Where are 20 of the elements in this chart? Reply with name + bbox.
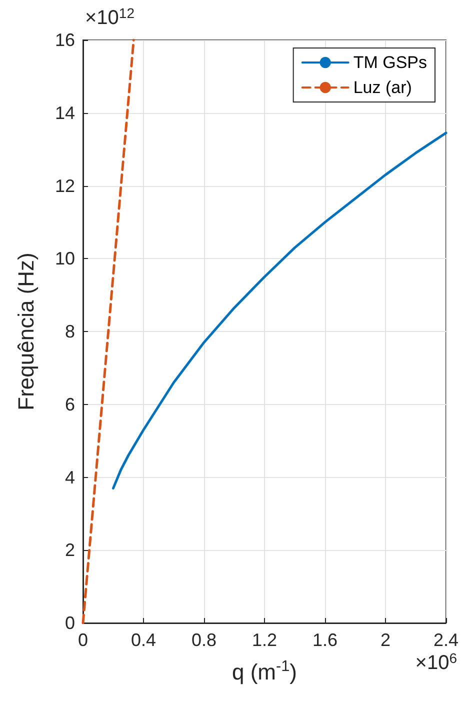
x-tick-label: 2 [380, 630, 391, 650]
y-tick-label: 14 [54, 102, 75, 123]
y-tick-label: 16 [54, 30, 75, 50]
y-axis-title: Frequência (Hz) [14, 252, 38, 410]
line-series [112, 132, 448, 490]
x-tick-label: 1.6 [312, 630, 338, 650]
y-tick-label: 6 [64, 394, 75, 414]
legend-label: TM GSPs [353, 53, 427, 72]
y-tick-label: 2 [64, 540, 75, 560]
y-tick-label: 0 [64, 613, 75, 633]
y-tick-label: 12 [54, 176, 75, 196]
y-tick-label: 4 [64, 467, 75, 488]
x-tick-label: 0 [78, 630, 88, 650]
y-tick-label: 10 [54, 248, 75, 269]
y-tick-label: 8 [64, 322, 75, 342]
x-tick-label: 2.4 [433, 630, 459, 650]
legend-label: Luz (ar) [353, 78, 412, 97]
x-tick-label: 1.2 [252, 630, 278, 650]
x-tick-label: 0.4 [130, 630, 156, 650]
x-tick-label: 0.8 [191, 630, 217, 650]
